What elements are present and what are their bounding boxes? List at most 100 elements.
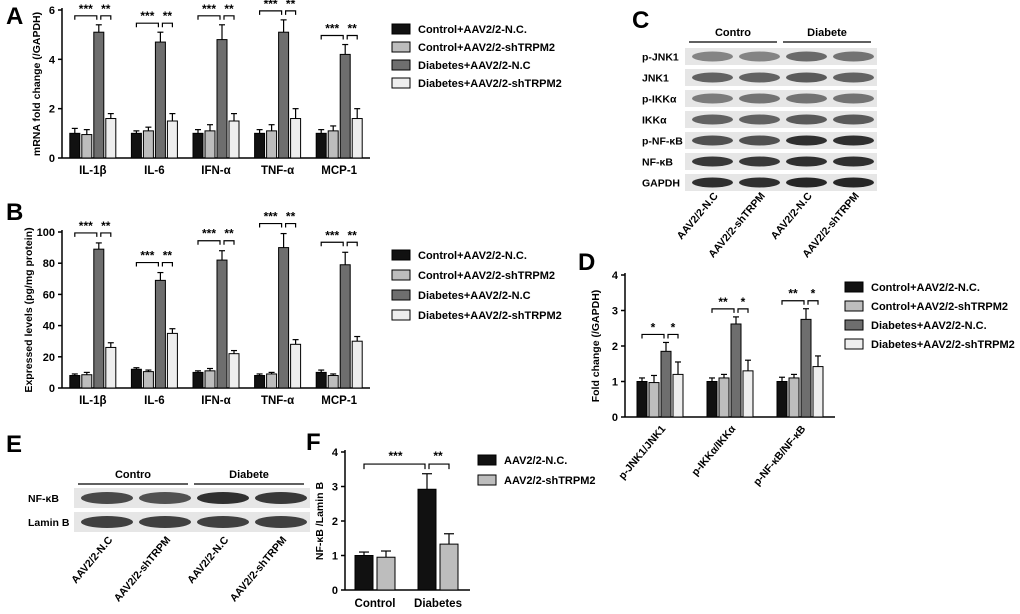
- significance-bracket: [135, 22, 159, 28]
- bar-2-2: [800, 318, 812, 418]
- x-tick-label: MCP-1: [321, 165, 357, 177]
- panel-label-b: B: [6, 199, 23, 226]
- significance-bracket: [807, 300, 819, 305]
- bar-0-0: [69, 132, 81, 159]
- significance-marker: **: [348, 22, 358, 36]
- bar-1-2: [204, 370, 216, 389]
- blot-group-label: Diabete: [807, 27, 847, 39]
- y-axis-label: NF-κB /Lamin B: [314, 481, 326, 560]
- blot-row-label: GAPDH: [642, 178, 680, 190]
- blot-band: [833, 177, 874, 188]
- significance-marker: ***: [202, 227, 216, 241]
- bar-2-0: [93, 248, 105, 389]
- western-blot-c: Contro Diabete p-JNK1 JNK1 p-IKKα IKKα p-NF-κB…: [642, 27, 877, 260]
- significance-marker: ***: [264, 210, 278, 224]
- bar-0-1: [706, 381, 718, 418]
- significance-bracket: [223, 240, 235, 245]
- blot-band: [81, 492, 133, 504]
- y-tick-label: 40: [43, 321, 55, 333]
- significance-bracket: [711, 308, 735, 313]
- bar-1-4: [327, 130, 339, 159]
- blot-membrane: [685, 153, 877, 170]
- bar-3-0: [105, 118, 117, 159]
- panel-label-f: F: [306, 429, 321, 456]
- significance-marker: *: [651, 320, 656, 334]
- blot-band: [739, 177, 780, 188]
- blot-band: [786, 135, 827, 146]
- bar-0-1: [417, 488, 437, 591]
- bar-0-4: [315, 132, 327, 159]
- bar-1-0: [81, 134, 93, 159]
- x-tick-label: IL-1β: [79, 395, 106, 407]
- bar-3-2: [228, 120, 240, 159]
- bar-0-4: [315, 371, 327, 389]
- significance-bracket: [781, 300, 805, 305]
- blot-band: [692, 114, 733, 125]
- bar-0-3: [254, 132, 266, 159]
- blot-membrane: [685, 48, 877, 65]
- bar-3-4: [351, 340, 363, 389]
- blot-band: [786, 51, 827, 62]
- bar-1-0: [376, 556, 396, 591]
- significance-marker: ***: [140, 249, 154, 263]
- bar-2-2: [216, 39, 228, 159]
- y-tick-label: 2: [49, 104, 55, 116]
- significance-marker: ***: [325, 228, 339, 242]
- blot-lane-label: AAV2/2-N.C: [675, 190, 721, 242]
- x-tick-label: TNF-α: [261, 165, 294, 177]
- blot-row-label: Lamin B: [28, 517, 70, 529]
- legend-swatch-3: [391, 77, 411, 89]
- blot-band: [692, 156, 733, 167]
- x-tick-label: p-NF-κB/NF-κB: [751, 423, 808, 488]
- blot-band: [692, 177, 733, 188]
- legend-label-0: AAV2/2-N.C.: [504, 455, 567, 467]
- significance-marker: **: [163, 249, 173, 263]
- legend-swatch-1: [391, 41, 411, 53]
- legend-swatch-1: [844, 300, 864, 312]
- bar-3-3: [290, 118, 302, 159]
- significance-marker: **: [101, 219, 111, 233]
- significance-bracket: [74, 15, 98, 20]
- legend-label-2: Diabetes+AAV2/2-N.C: [418, 290, 531, 302]
- panel-label-e: E: [6, 431, 22, 458]
- x-tick-label: Control: [355, 598, 396, 610]
- significance-bracket: [259, 222, 283, 228]
- legend-label-3: Diabetes+AAV2/2-shTRPM2: [418, 78, 562, 90]
- y-tick-label: 2: [612, 341, 618, 353]
- legend-label-0: Control+AAV2/2-N.C.: [418, 250, 527, 262]
- y-tick-label: 60: [43, 289, 55, 301]
- significance-bracket: [197, 240, 221, 245]
- significance-bracket: [346, 241, 358, 247]
- blot-band: [786, 72, 827, 83]
- blot-band: [786, 114, 827, 125]
- blot-lane-label: AAV2/2-N.C: [185, 534, 231, 586]
- bar-2-1: [730, 323, 742, 418]
- bar-1-2: [788, 377, 800, 418]
- x-tick-label: IL-6: [144, 395, 164, 407]
- blot-band: [739, 93, 780, 104]
- blot-row-label: p-NF-κB: [642, 136, 683, 148]
- bar-0-2: [192, 132, 204, 159]
- legend-label-1: AAV2/2-shTRPM2: [504, 475, 595, 487]
- bar-2-0: [660, 350, 672, 418]
- y-tick-label: 6: [49, 5, 55, 17]
- legend-label-2: Diabetes+AAV2/2-N.C: [418, 60, 531, 72]
- significance-marker: ***: [388, 449, 402, 463]
- significance-bracket: [223, 15, 235, 20]
- legend-swatch-2: [844, 319, 864, 331]
- bar-1-1: [142, 130, 154, 159]
- bar-0-2: [192, 371, 204, 389]
- bar-0-2: [776, 381, 788, 418]
- bar-2-4: [339, 53, 351, 159]
- legend-swatch-3: [844, 338, 864, 350]
- significance-marker: **: [286, 0, 296, 11]
- blot-band: [833, 51, 874, 62]
- x-tick-label: IL-1β: [79, 165, 106, 177]
- significance-bracket: [74, 232, 98, 237]
- blot-band: [739, 51, 780, 62]
